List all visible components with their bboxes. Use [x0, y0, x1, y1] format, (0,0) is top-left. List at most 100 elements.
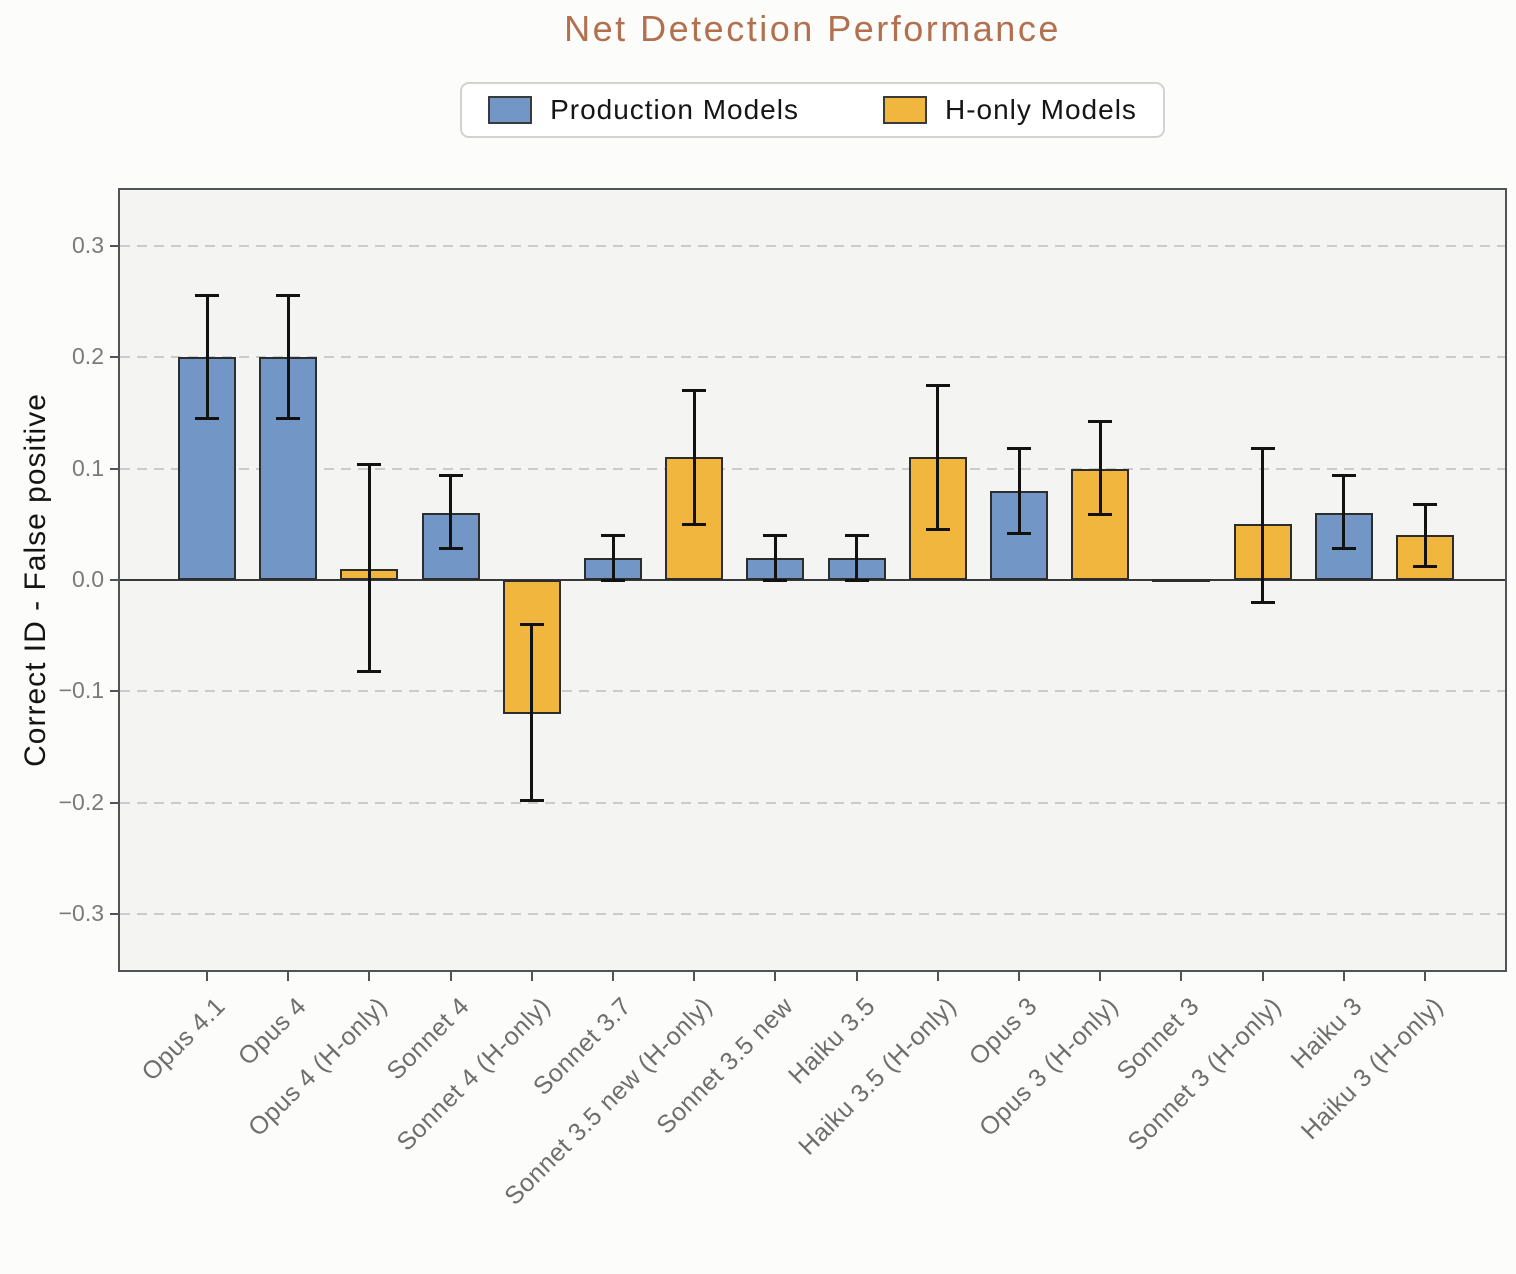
y-gridline	[120, 467, 1505, 470]
y-gridline	[120, 356, 1505, 359]
legend: Production Models H-only Models	[120, 82, 1505, 138]
error-bar-cap	[1088, 420, 1113, 424]
error-bar-cap	[763, 578, 788, 582]
error-bar-cap	[357, 669, 382, 673]
x-tick-mark	[936, 972, 939, 981]
error-bar	[611, 535, 615, 580]
y-gridline	[120, 244, 1505, 247]
x-tick-mark	[1424, 972, 1426, 981]
error-bar	[530, 624, 534, 801]
error-bar-cap	[276, 294, 301, 298]
x-tick-mark	[1180, 972, 1183, 981]
zero-line	[120, 579, 1505, 581]
production-swatch-icon	[488, 96, 533, 124]
error-bar	[1423, 504, 1427, 567]
error-bar	[449, 475, 453, 549]
x-tick-label: Haiku 3 (H-only)	[1295, 992, 1449, 1146]
y-tick-label: −0.1	[58, 677, 104, 704]
x-tick-mark	[206, 972, 208, 981]
y-tick-label: 0.0	[72, 566, 104, 592]
y-tick-label: 0.2	[72, 343, 104, 370]
x-tick-label: Sonnet 4 (H-only)	[391, 992, 556, 1157]
x-tick-label: Opus 3 (H-only)	[974, 992, 1124, 1142]
error-bar-cap	[438, 547, 463, 551]
error-bar-cap	[276, 416, 301, 420]
x-tick-label: Haiku 3.5 (H-only)	[792, 992, 962, 1161]
y-tick-mark	[110, 244, 119, 247]
error-bar-cap	[438, 473, 463, 477]
chart-title: Net Detection Performance	[564, 8, 1061, 49]
error-bar-cap	[1413, 565, 1437, 569]
error-bar	[1017, 448, 1021, 534]
error-bar	[205, 295, 209, 419]
error-bar	[286, 295, 290, 419]
legend-label-h-only: H-only Models	[944, 94, 1137, 125]
error-bar-cap	[682, 522, 707, 526]
error-bar	[855, 535, 859, 580]
error-bar-cap	[519, 799, 544, 803]
error-bar	[367, 464, 371, 672]
error-bar-cap	[1007, 531, 1031, 535]
error-bar-cap	[1331, 473, 1356, 477]
error-bar-cap	[925, 383, 950, 387]
y-gridline	[120, 913, 1505, 916]
x-tick-label: Opus 4	[233, 992, 312, 1071]
error-bar	[1098, 421, 1102, 515]
x-tick-mark	[1261, 972, 1264, 981]
y-tick-mark	[110, 579, 119, 581]
x-tick-label: Sonnet 3 (H-only)	[1122, 992, 1287, 1157]
x-tick-label: Opus 4.1	[136, 992, 231, 1087]
error-bar-cap	[357, 462, 382, 466]
error-bar-cap	[1250, 447, 1275, 450]
error-bar-cap	[601, 533, 625, 537]
error-bar	[1342, 475, 1346, 549]
error-bar-cap	[1007, 447, 1031, 450]
error-bar-cap	[1331, 547, 1356, 551]
y-tick-label: 0.1	[72, 454, 104, 481]
legend-box: Production Models H-only Models	[460, 82, 1165, 138]
x-tick-mark	[693, 972, 696, 981]
x-tick-mark	[1342, 972, 1345, 981]
x-tick-mark	[287, 972, 290, 981]
x-tick-mark	[1099, 972, 1102, 981]
error-bar-cap	[1088, 512, 1113, 516]
x-tick-label: Opus 4 (H-only)	[243, 992, 394, 1142]
x-tick-mark	[368, 972, 371, 981]
error-bar	[773, 535, 777, 580]
x-tick-mark	[612, 972, 614, 981]
error-bar	[692, 390, 696, 525]
legend-entry-production: Production Models	[488, 94, 799, 126]
error-bar-cap	[925, 528, 950, 532]
x-tick-label: Haiku 3	[1285, 992, 1368, 1075]
error-bar-cap	[1413, 502, 1437, 506]
y-tick-mark	[110, 467, 119, 470]
y-gridline	[120, 801, 1505, 804]
x-tick-mark	[530, 972, 533, 981]
y-tick-label: −0.2	[58, 788, 104, 815]
error-bar-cap	[844, 578, 869, 582]
error-bar-cap	[844, 533, 869, 537]
error-bar-cap	[601, 578, 625, 582]
y-tick-mark	[110, 690, 119, 693]
h-only-swatch-icon	[882, 96, 927, 124]
error-bar-cap	[1250, 600, 1275, 604]
error-bar	[1261, 448, 1265, 603]
y-gridline	[120, 690, 1505, 693]
y-tick-label: 0.3	[72, 231, 104, 258]
y-tick-mark	[110, 356, 119, 359]
bar	[1152, 578, 1211, 582]
x-tick-mark	[1018, 972, 1020, 981]
error-bar-cap	[763, 533, 788, 537]
x-tick-mark	[855, 972, 858, 981]
x-tick-mark	[449, 972, 452, 981]
legend-label-production: Production Models	[550, 94, 799, 125]
x-tick-label: Opus 3	[963, 992, 1043, 1071]
error-bar-cap	[519, 623, 544, 627]
x-tick-mark	[774, 972, 777, 981]
error-bar-cap	[195, 294, 219, 298]
y-tick-mark	[110, 801, 119, 804]
error-bar	[936, 385, 940, 530]
legend-entry-h-only: H-only Models	[882, 94, 1137, 126]
error-bar-cap	[682, 389, 707, 393]
